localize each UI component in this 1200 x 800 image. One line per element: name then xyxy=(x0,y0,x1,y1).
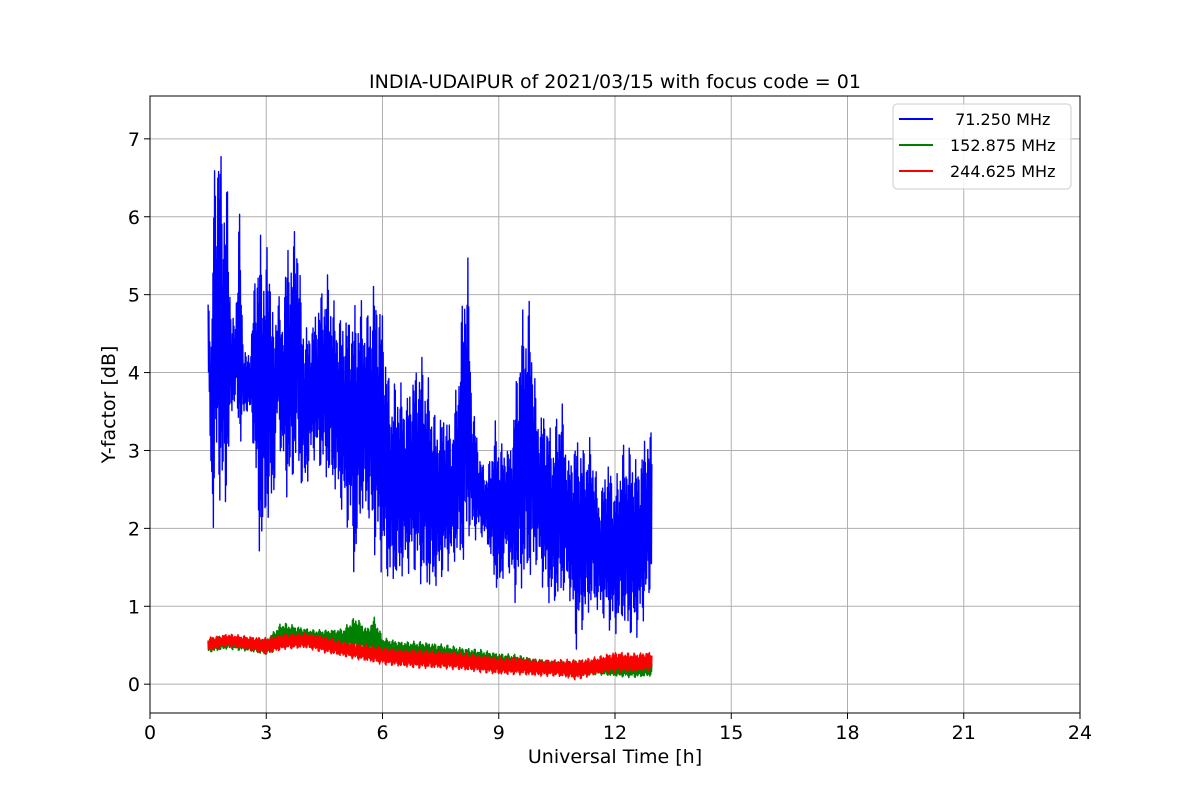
legend-label: 71.250 MHz xyxy=(950,110,1050,129)
x-tick-label: 15 xyxy=(719,722,743,744)
legend-label: 244.625 MHz xyxy=(950,162,1055,181)
y-tick-label: 1 xyxy=(128,596,140,618)
series-layer xyxy=(207,156,653,681)
series-line-1 xyxy=(207,156,653,650)
y-tick-label: 5 xyxy=(128,285,140,307)
chart-title: INDIA-UDAIPUR of 2021/03/15 with focus c… xyxy=(369,71,861,93)
y-tick-label: 0 xyxy=(128,674,140,696)
x-tick-label: 12 xyxy=(603,722,627,744)
x-tick-label: 9 xyxy=(493,722,505,744)
legend-label: 152.875 MHz xyxy=(950,136,1055,155)
y-axis-label: Y-factor [dB] xyxy=(98,346,120,465)
legend: 71.250 MHz 152.875 MHz 244.625 MHz xyxy=(892,103,1072,190)
y-tick-label: 6 xyxy=(128,207,140,229)
y-tick-label: 2 xyxy=(128,518,140,540)
y-tick-label: 3 xyxy=(128,440,140,462)
x-tick-label: 3 xyxy=(260,722,272,744)
x-tick-label: 6 xyxy=(376,722,388,744)
x-tick-label: 18 xyxy=(835,722,859,744)
x-tick-label: 21 xyxy=(952,722,976,744)
legend-box xyxy=(892,103,1072,190)
series-line-3 xyxy=(207,632,653,681)
x-tick-label: 24 xyxy=(1068,722,1092,744)
x-tick-label: 0 xyxy=(144,722,156,744)
y-tick-label: 4 xyxy=(128,363,140,385)
x-axis-label: Universal Time [h] xyxy=(528,746,702,768)
y-tick-label: 7 xyxy=(128,129,140,151)
